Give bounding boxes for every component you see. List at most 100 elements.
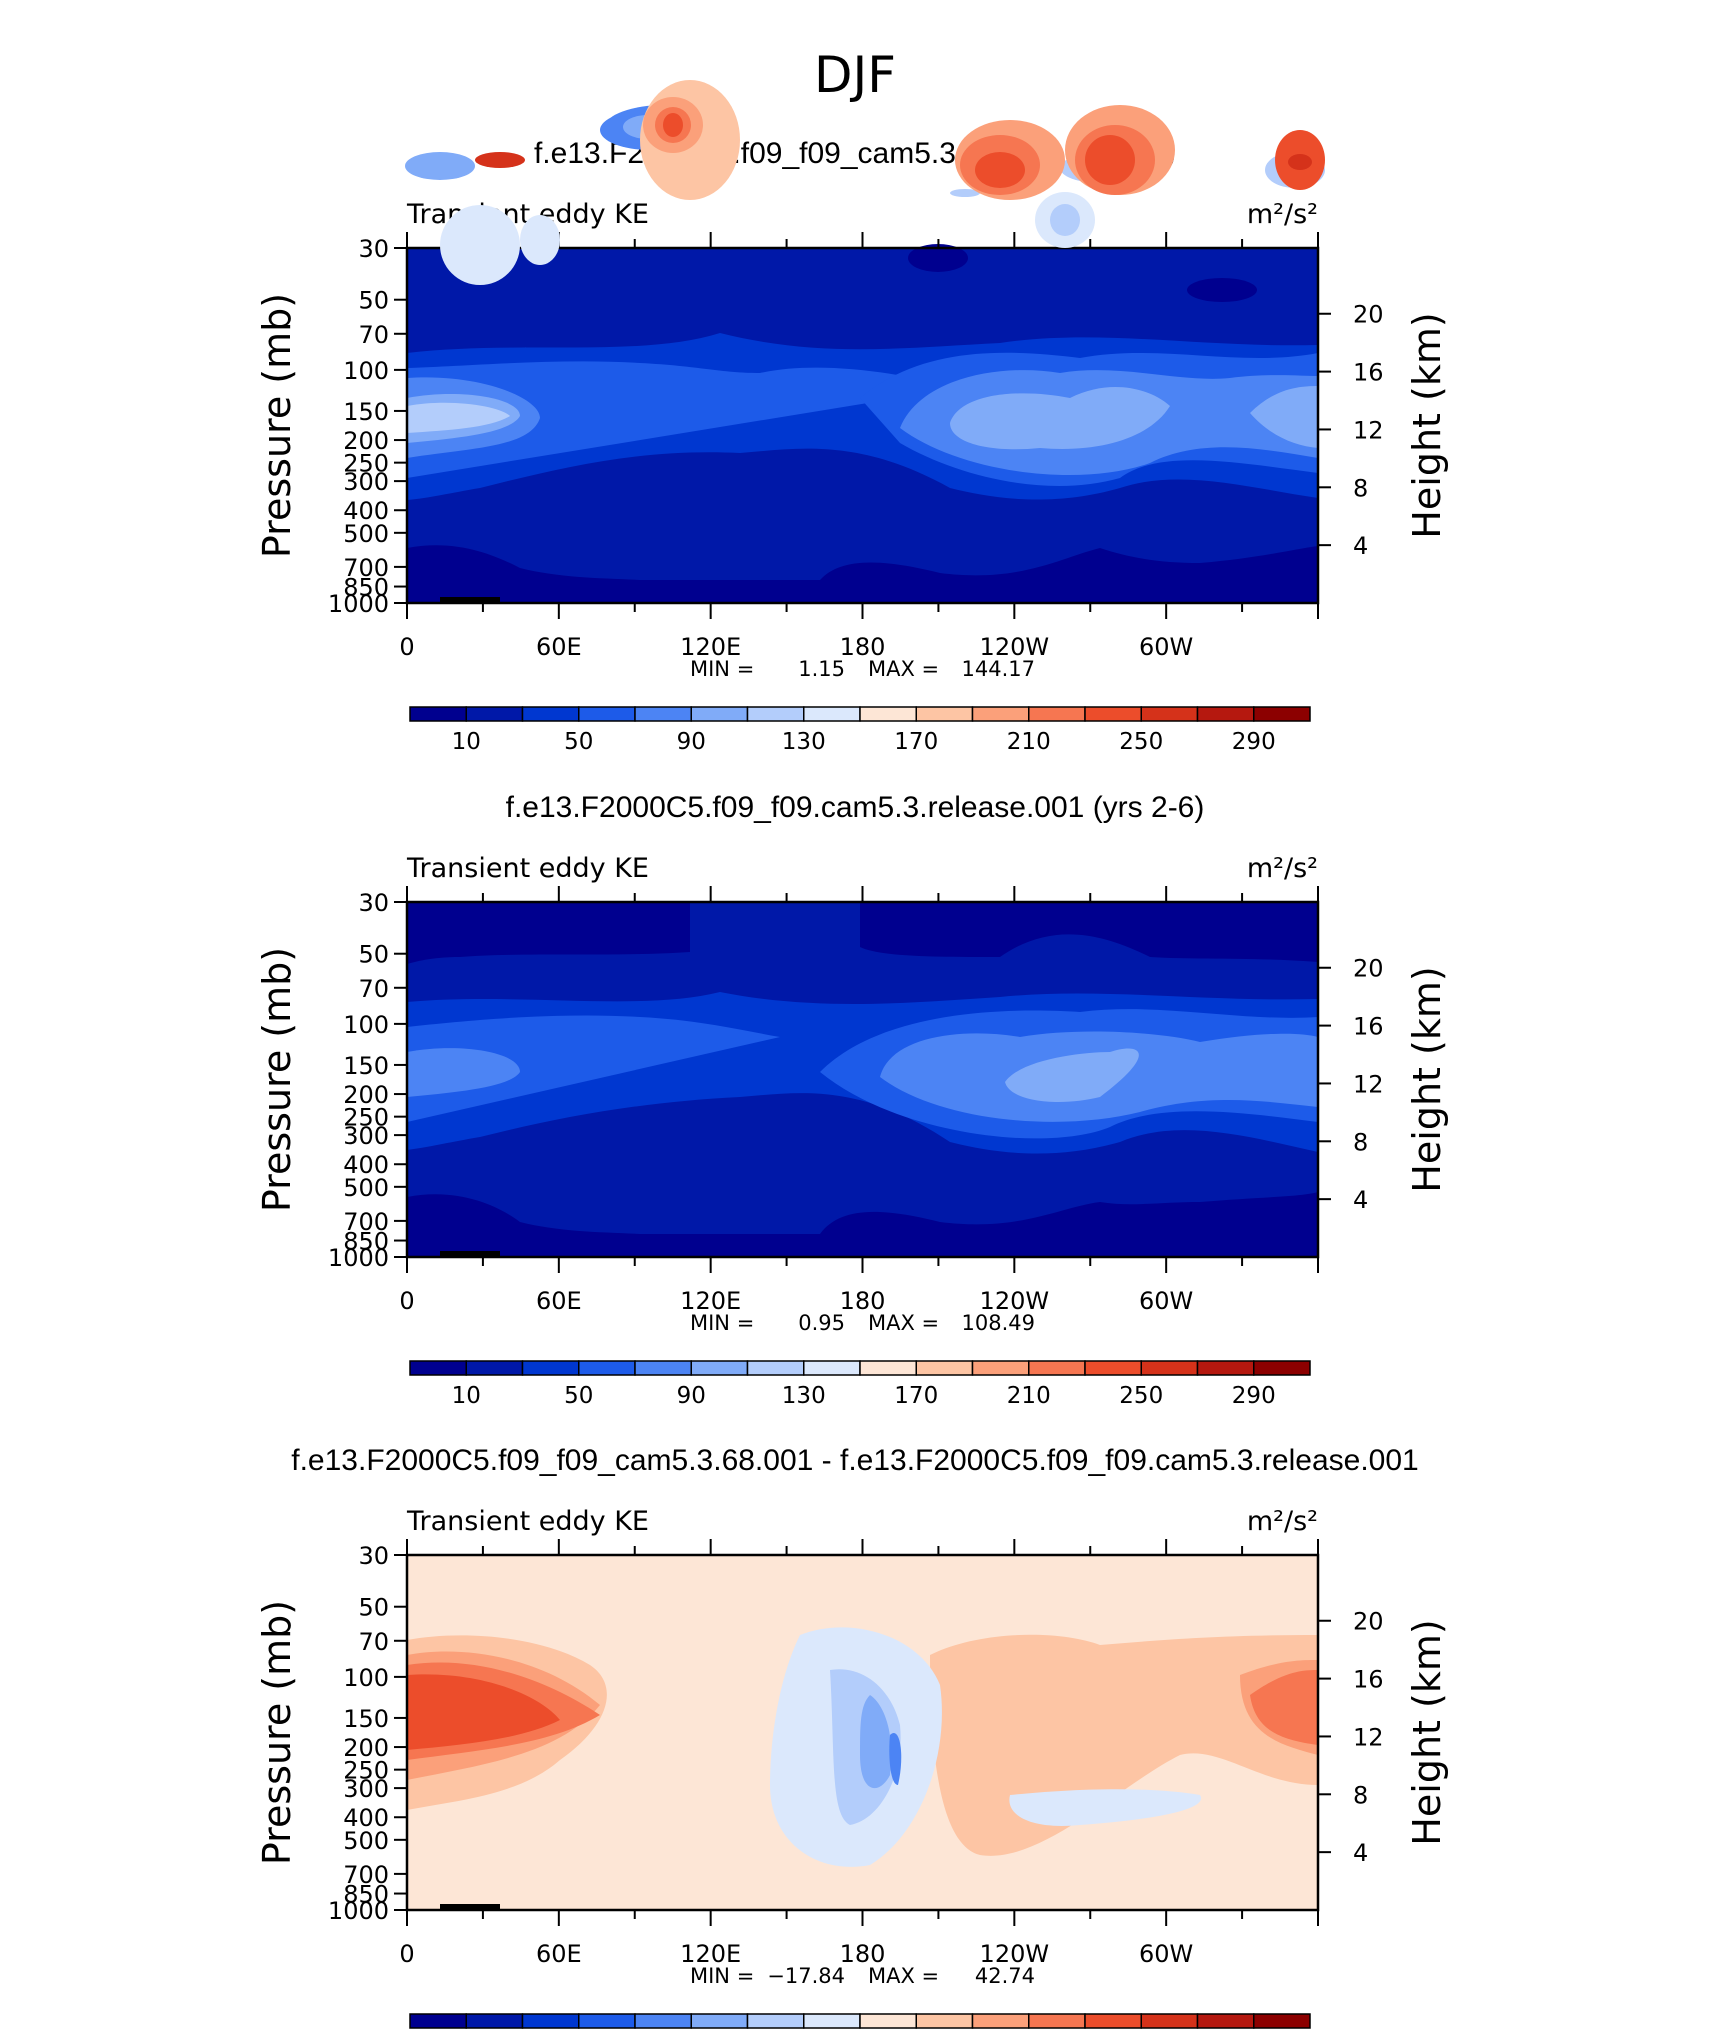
min-value: 0.95	[798, 1311, 845, 1335]
colorbar-swatch	[465, 706, 524, 722]
min-value: 1.15	[798, 657, 845, 681]
colorbar-label: 50	[564, 729, 593, 755]
panel-left-label: Transient eddy KE	[406, 853, 649, 884]
y-tick-label: 200	[343, 427, 389, 455]
y-tick-label: 50	[358, 287, 389, 315]
colorbar-swatch	[803, 1360, 861, 1376]
y-right-tick-label: 4	[1353, 1839, 1368, 1867]
field-contour	[860, 902, 1318, 962]
min-label: MIN =	[690, 1964, 754, 1988]
y-tick-label: 30	[358, 235, 389, 263]
colorbar-label: −30	[554, 2036, 603, 2038]
colorbar-label: 20	[1070, 2036, 1099, 2038]
y-axis-label: Pressure (mb)	[255, 293, 299, 558]
colorbar-swatch	[1084, 706, 1142, 722]
colorbar-swatch	[1196, 1360, 1255, 1376]
y-tick-label: 400	[343, 1151, 389, 1179]
colorbar-swatch	[465, 1360, 524, 1376]
y-tick-label: 500	[343, 520, 389, 548]
y-axis-label: Pressure (mb)	[255, 947, 299, 1212]
x-tick-label: 0	[399, 633, 414, 661]
colorbar-swatch	[859, 2013, 917, 2029]
field-contour	[1050, 204, 1080, 236]
colorbar-swatch	[1084, 1360, 1142, 1376]
colorbar-swatch	[803, 706, 861, 722]
x-tick-label: 120E	[680, 1287, 741, 1315]
y-tick-label: 200	[343, 1081, 389, 1109]
colorbar-label: 10	[452, 1383, 481, 1409]
colorbar-swatch	[465, 2013, 524, 2029]
colorbar-swatch	[1084, 2013, 1142, 2029]
colorbar-label: 0	[853, 2036, 868, 2038]
colorbar-label: 170	[894, 1383, 938, 1409]
y-tick-label: 150	[343, 398, 389, 426]
y-tick-label: 500	[343, 1174, 389, 1202]
y-tick-label: 700	[343, 1861, 389, 1889]
colorbar-swatch	[578, 706, 636, 722]
field-contour	[1250, 1670, 1318, 1745]
colorbar-swatch	[746, 706, 805, 722]
colorbar-swatch	[1140, 1360, 1199, 1376]
field-contour	[520, 215, 560, 265]
y-tick-label: 850	[343, 574, 389, 602]
colorbar-swatch	[1196, 2013, 1255, 2029]
colorbar-label: −10	[723, 2036, 772, 2038]
colorbar-label: 15	[1014, 2036, 1043, 2038]
colorbar-swatch	[521, 2013, 580, 2029]
y-tick-label: 300	[343, 468, 389, 496]
min-label: MIN =	[690, 1311, 754, 1335]
colorbar-swatch	[634, 1360, 692, 1376]
max-label: MAX =	[868, 1964, 939, 1988]
y-right-axis-label: Height (km)	[1405, 1619, 1449, 1845]
colorbar-swatch	[746, 2013, 805, 2029]
y-right-tick-label: 12	[1353, 416, 1384, 444]
y-right-tick-label: 16	[1353, 1013, 1384, 1041]
colorbar-label: −50	[442, 2036, 491, 2038]
colorbar-swatch	[803, 2013, 861, 2029]
field-contour	[860, 1695, 892, 1789]
y-right-tick-label: 20	[1353, 955, 1384, 983]
panel-title: f.e13.F2000C5.f09_f09.cam5.3.release.001…	[506, 791, 1205, 824]
y-tick-label: 700	[343, 554, 389, 582]
chart-panel-2: f.e13.F2000C5.f09_f09.cam5.3.release.001…	[255, 110, 1449, 1409]
x-tick-label: 60E	[536, 1287, 582, 1315]
x-tick-label: 60E	[536, 1940, 582, 1968]
min-label: MIN =	[690, 657, 754, 681]
field-contour	[950, 189, 980, 197]
colorbar-label: 30	[1127, 2036, 1156, 2038]
colorbar-label: −20	[611, 2036, 660, 2038]
colorbar-swatch	[690, 2013, 749, 2029]
colorbar-label: 40	[1183, 2036, 1212, 2038]
colorbar-label: −40	[498, 2036, 547, 2038]
y-tick-label: 250	[343, 450, 389, 478]
field-contour	[407, 902, 690, 964]
x-tick-label: 0	[399, 1940, 414, 1968]
colorbar-swatch	[409, 1360, 467, 1376]
colorbar-swatch	[971, 1360, 1030, 1376]
y-tick-label: 700	[343, 1208, 389, 1236]
x-tick-label: 0	[399, 1287, 414, 1315]
field-contour	[405, 152, 475, 180]
units-label: m²/s²	[1247, 199, 1318, 230]
y-tick-label: 400	[343, 1804, 389, 1832]
y-right-tick-label: 4	[1353, 1186, 1368, 1214]
figure-title: DJF	[814, 46, 896, 104]
y-tick-label: 250	[343, 1757, 389, 1785]
y-tick-label: 30	[358, 1542, 389, 1570]
chart-panel-1: f.e13.F2000C5.f09_f09_cam5.3.68.001 (yrs…	[255, 105, 1449, 755]
x-tick-label: 180	[840, 1940, 886, 1968]
y-tick-label: 250	[343, 1104, 389, 1132]
field-contour	[1085, 135, 1135, 185]
field-contour	[407, 1048, 520, 1097]
x-tick-label: 120E	[680, 633, 741, 661]
colorbar-swatch	[578, 2013, 636, 2029]
colorbar-swatch	[915, 2013, 974, 2029]
topography	[440, 1904, 500, 1910]
colorbar-label: 210	[1007, 729, 1051, 755]
colorbar-swatch	[1028, 1360, 1086, 1376]
y-right-tick-label: 8	[1353, 1781, 1368, 1809]
field-contour	[407, 545, 1318, 603]
y-tick-label: 70	[358, 321, 389, 349]
contour-field	[407, 80, 1325, 1910]
y-tick-label: 500	[343, 1827, 389, 1855]
